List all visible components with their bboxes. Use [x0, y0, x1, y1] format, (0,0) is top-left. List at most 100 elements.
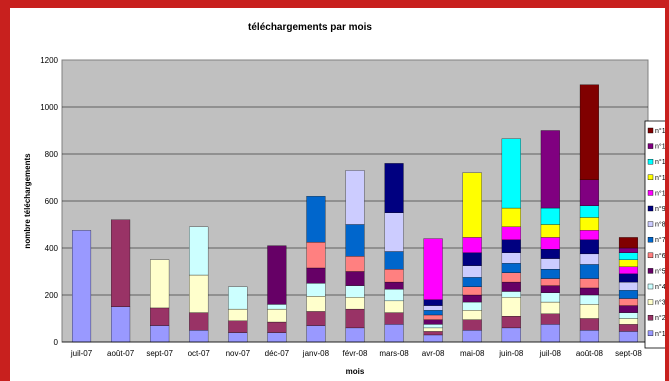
legend-label: n°3	[655, 299, 665, 307]
bar-segment	[306, 325, 326, 343]
bar-segment	[189, 226, 209, 276]
bar-segment	[501, 315, 521, 329]
bar-segment	[384, 324, 404, 343]
legend-label: n°10	[655, 189, 665, 197]
legend-label: n°12	[655, 158, 665, 166]
bar-segment	[501, 291, 521, 298]
bar-segment	[189, 312, 209, 331]
legend-swatch	[647, 283, 654, 290]
x-tick-label: mai-08	[460, 349, 485, 358]
bar-segment	[189, 274, 209, 313]
bar-segment	[267, 321, 287, 333]
bar-segment	[540, 324, 560, 343]
bar-segment	[579, 205, 599, 218]
bar-segment	[72, 230, 92, 343]
bar-segment	[423, 334, 443, 343]
bar-segment	[189, 330, 209, 343]
bar-segment	[501, 297, 521, 317]
bar-segment	[540, 292, 560, 303]
bar-segment	[345, 256, 365, 272]
bars	[62, 84, 648, 343]
bar-segment	[384, 268, 404, 283]
y-tick-label: 800	[45, 150, 59, 159]
y-tick-label: 600	[45, 197, 59, 206]
bar-segment	[345, 285, 365, 298]
bar-segment	[579, 294, 599, 305]
bar-segment	[150, 325, 170, 343]
bar-segment	[345, 308, 365, 329]
x-tick-label: oct-07	[188, 349, 211, 358]
bar-segment	[384, 312, 404, 325]
bar-segment	[306, 196, 326, 243]
bar-segment	[540, 301, 560, 314]
legend-box	[644, 120, 665, 349]
bar-segment	[579, 287, 599, 296]
bar-segment	[384, 300, 404, 313]
x-tick-label: mars-08	[379, 349, 409, 358]
bar-segment	[423, 319, 443, 325]
y-tick-label: 400	[45, 244, 59, 253]
legend-label: n°11	[655, 174, 665, 182]
x-tick-label: janv-08	[302, 349, 330, 358]
x-tick-label: nov-07	[226, 349, 251, 358]
bar-segment	[462, 310, 482, 320]
bar-segment	[579, 278, 599, 289]
bar-segment	[462, 301, 482, 311]
legend-swatch	[647, 299, 654, 305]
bar-segment	[423, 331, 443, 336]
x-tick-label: juil-07	[70, 349, 93, 358]
y-tick-label: 1000	[40, 103, 58, 112]
bar-segment	[423, 327, 443, 332]
bar-segment	[501, 138, 521, 209]
bar-segment	[618, 298, 638, 306]
bar-segment	[540, 285, 560, 293]
legend-swatch	[647, 221, 654, 227]
bar-segment	[618, 237, 638, 249]
chart-canvas: 0 200 400 600 800 1000 1200 juil-07 août-07 sept…	[23, 56, 665, 376]
y-axis-ticks: 0 200 400 600 800 1000 1200	[40, 56, 58, 347]
bar-segment	[267, 332, 287, 343]
bar-segment	[618, 324, 638, 332]
bar-segment	[462, 330, 482, 343]
bar-segment	[150, 259, 170, 309]
x-tick-label: août-08	[576, 349, 604, 358]
x-tick-label: sept-08	[615, 349, 642, 358]
legend-swatch	[647, 190, 654, 196]
bar-segment	[345, 327, 365, 343]
bar-segment	[501, 252, 521, 264]
bar-segment	[306, 241, 326, 269]
bar-segment	[111, 306, 131, 343]
bar-segment	[540, 268, 560, 279]
bar-segment	[579, 253, 599, 265]
bar-segment	[462, 319, 482, 331]
bar-segment	[618, 290, 638, 299]
legend-label: n°13	[655, 143, 665, 151]
bar-segment	[579, 230, 599, 240]
bar-segment	[501, 263, 521, 273]
legend-swatch	[647, 268, 654, 274]
bar-segment	[579, 330, 599, 343]
bar-segment	[306, 267, 326, 284]
bar-segment	[423, 299, 443, 306]
legend-label: n°8	[655, 221, 665, 229]
legend-label: n°1	[655, 330, 665, 338]
bar-segment	[618, 266, 638, 274]
bar-segment	[501, 239, 521, 253]
bar-segment	[618, 273, 638, 283]
legend-label: n°7	[655, 236, 665, 244]
bar-segment	[384, 281, 404, 290]
x-axis-ticks: juil-07 août-07 sept-07 oct-07 nov-07 déc-07 j…	[70, 349, 642, 358]
bar-segment	[150, 307, 170, 326]
bar-segment	[228, 286, 248, 310]
bar-segment	[579, 264, 599, 279]
bar-segment	[423, 238, 443, 300]
bar-segment	[423, 324, 443, 329]
bar-segment	[618, 318, 638, 325]
bar-segment	[579, 84, 599, 181]
bar-segment	[462, 286, 482, 296]
legend-swatch	[647, 315, 654, 321]
x-tick-label: déc-07	[265, 349, 290, 358]
bar-segment	[384, 212, 404, 252]
bar-segment	[540, 313, 560, 325]
legend-swatch	[647, 330, 654, 336]
